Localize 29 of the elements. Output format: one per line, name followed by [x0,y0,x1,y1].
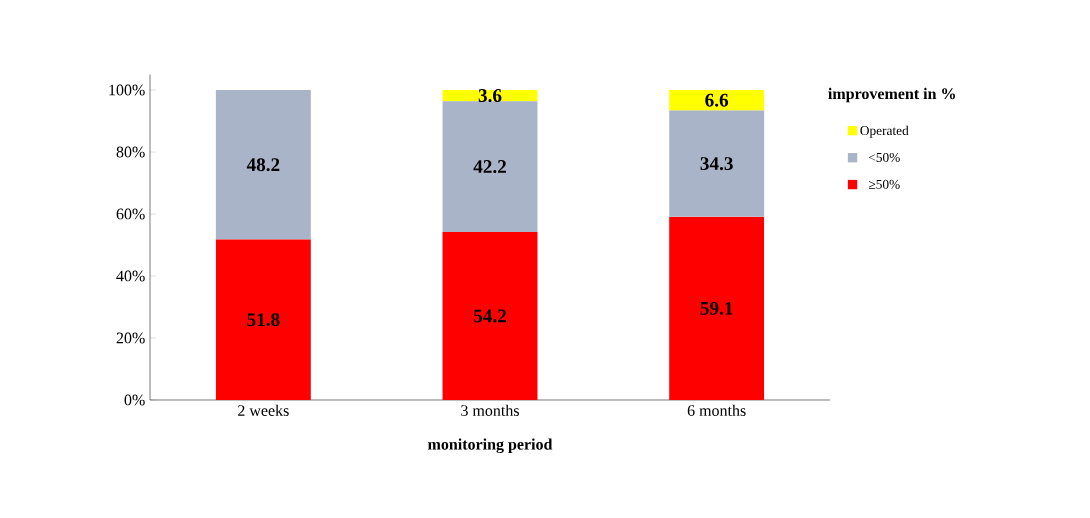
data-label: 54.2 [473,309,506,323]
legend-title: improvement in % [828,87,955,103]
data-label: 51.8 [247,313,280,327]
y-tick-label: 20% [116,332,145,344]
bar [669,110,765,217]
data-label: 6.6 [705,93,729,107]
x-tick-label: 2 weeks [238,404,289,416]
y-tick-label: 80% [116,146,145,158]
legend-label: Operated [860,125,909,138]
bar [442,231,538,400]
data-label: 59.1 [700,301,733,315]
y-tick-label: 40% [116,270,145,282]
x-axis-title: monitoring period [428,438,553,454]
x-tick-label: 3 months [461,404,519,416]
bar [215,90,311,240]
y-tick-label: 0% [124,394,145,406]
legend-label: ≥50% [868,179,900,189]
data-label: 34.3 [700,157,733,171]
y-tick-label: 60% [116,208,145,220]
bar [669,216,765,400]
legend-label: <50% [868,152,900,162]
bar [442,101,538,232]
y-tick-label: 100% [109,84,145,96]
x-tick-label: 6 months [687,404,746,416]
bar [215,239,311,400]
data-label: 3.6 [478,89,502,103]
data-label: 42.2 [473,160,506,174]
bar [669,90,765,111]
data-label: 48.2 [246,158,280,172]
